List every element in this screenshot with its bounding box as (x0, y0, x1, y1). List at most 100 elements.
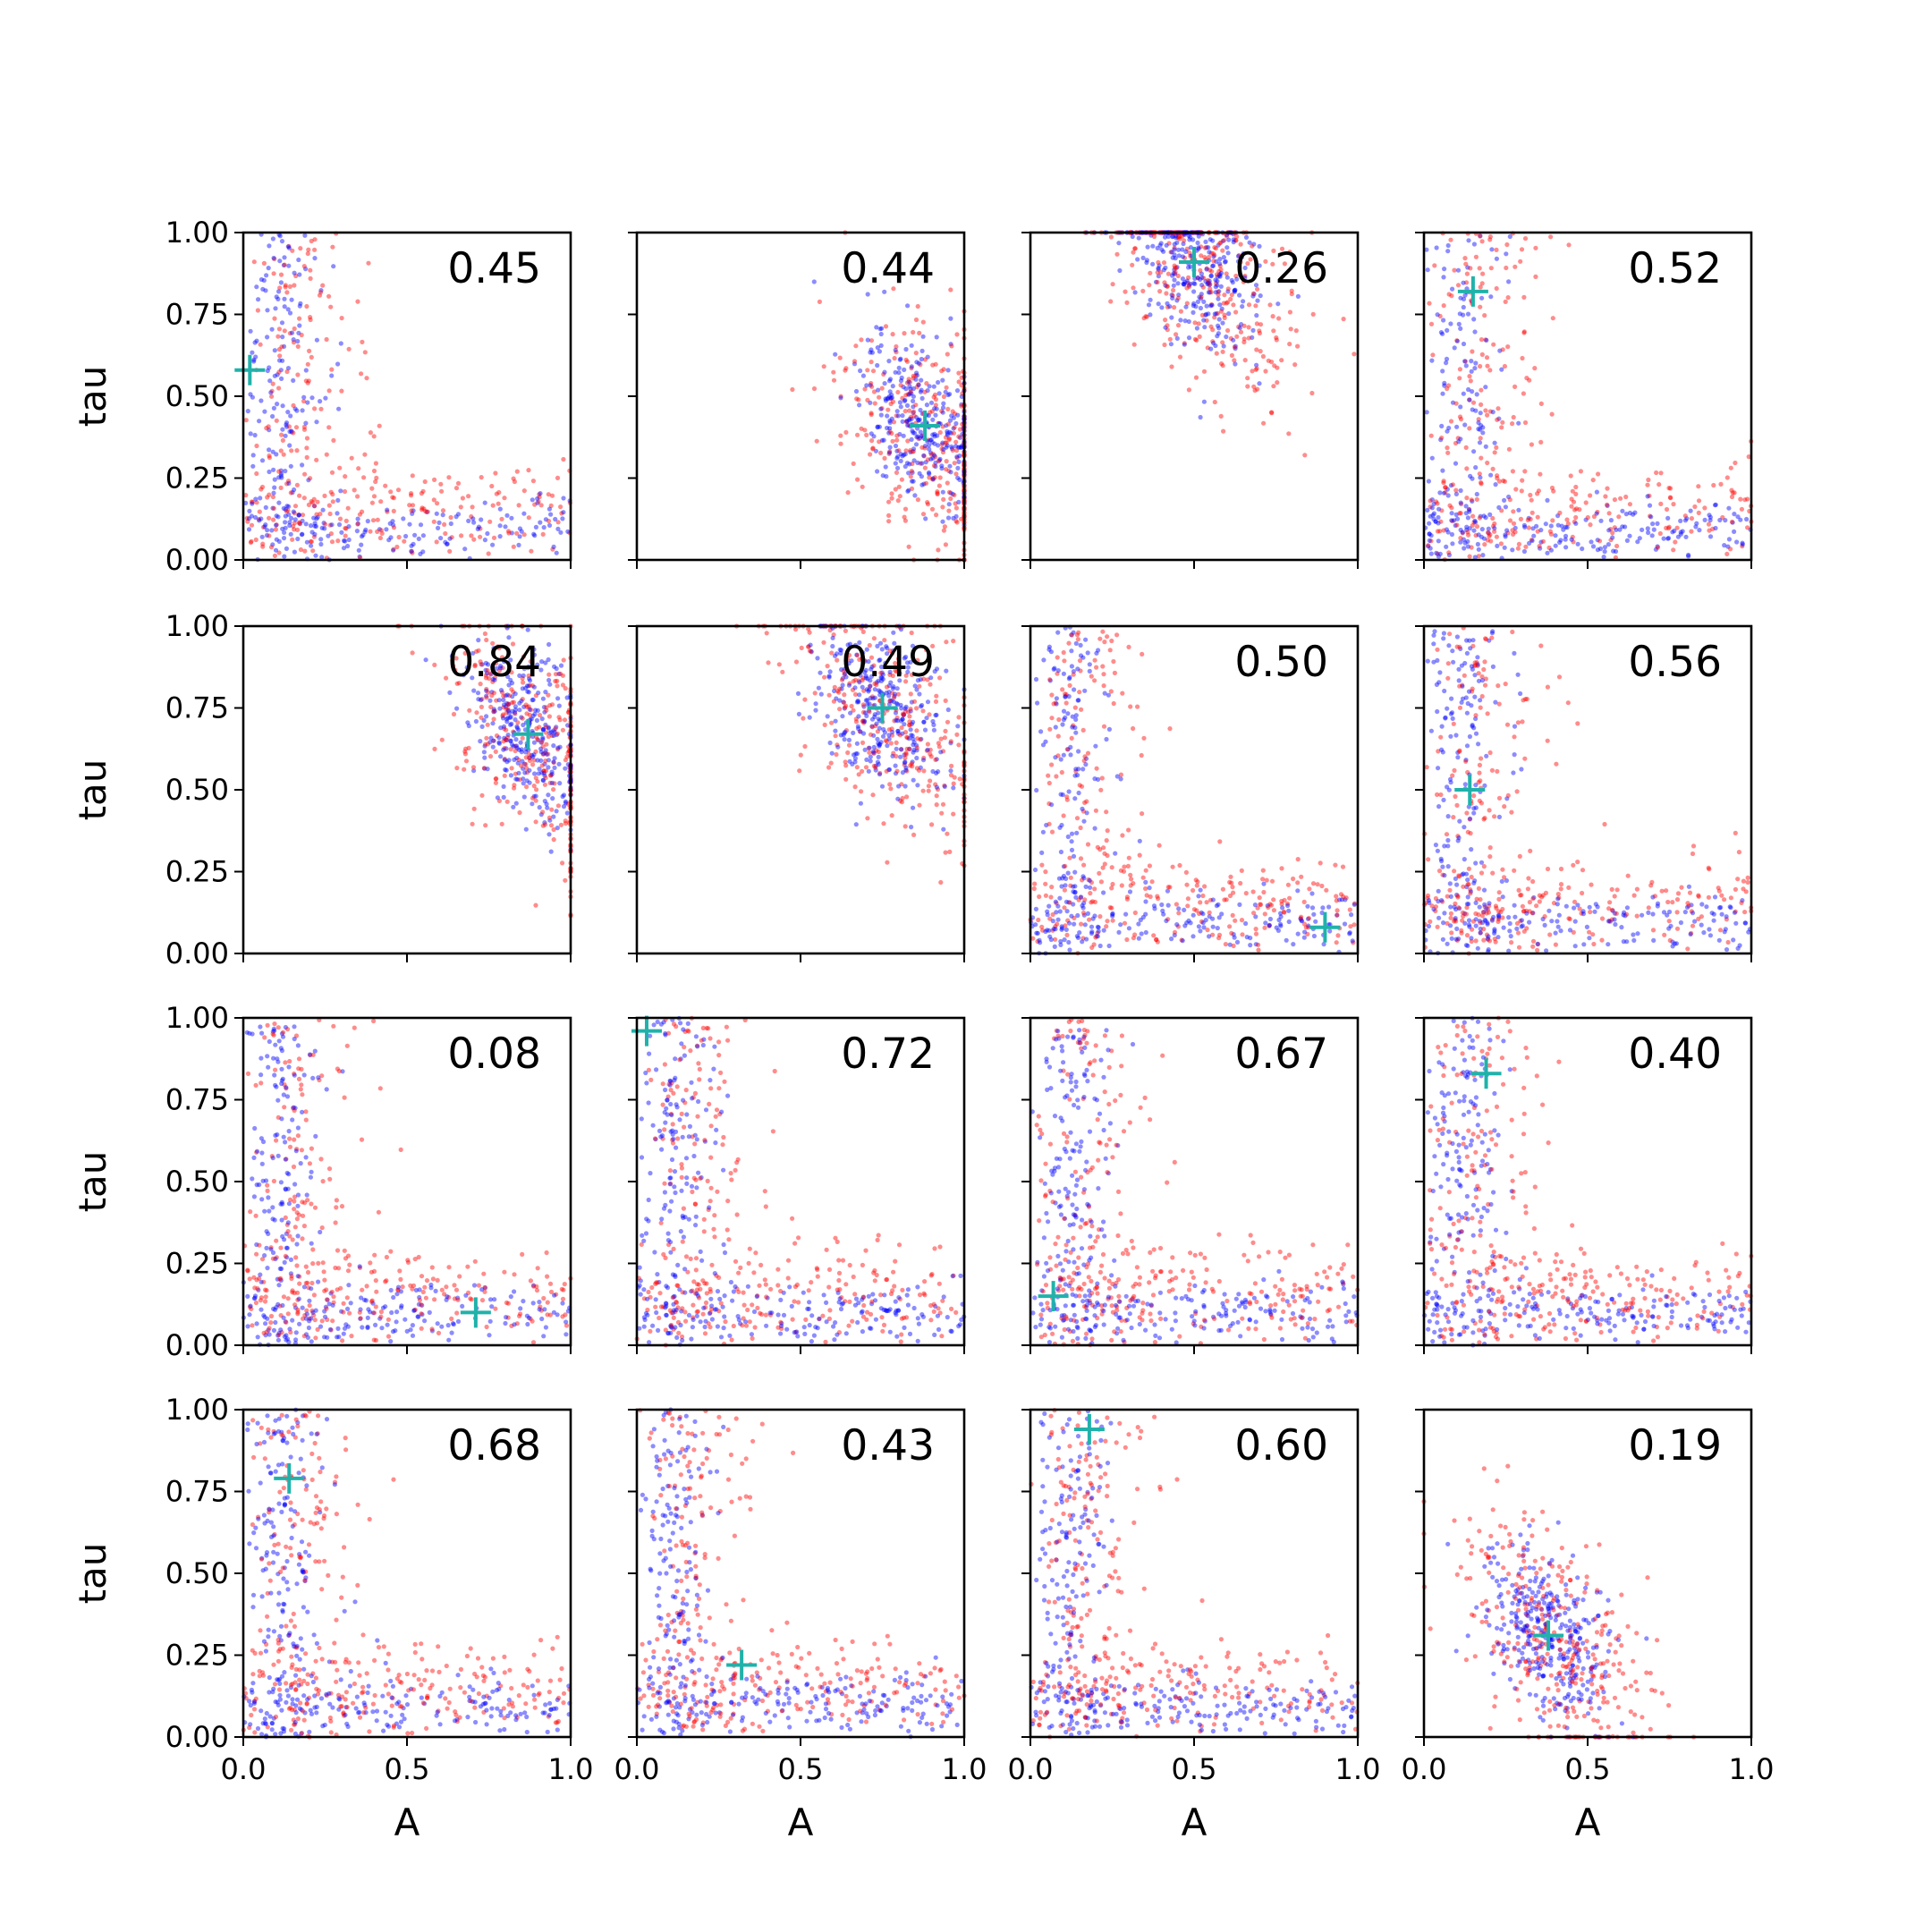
point-red (1074, 632, 1080, 638)
point-blue (518, 740, 523, 745)
point-red (902, 331, 907, 336)
point-blue (1326, 904, 1332, 910)
point-blue (271, 490, 276, 496)
point-blue (833, 718, 838, 724)
point-red (409, 491, 414, 496)
point-blue (1436, 514, 1441, 521)
point-red (1491, 342, 1496, 347)
point-red (1568, 473, 1573, 479)
point-blue (552, 765, 557, 771)
point-red (953, 439, 959, 445)
point-red (284, 509, 289, 514)
point-red (854, 396, 860, 402)
point-red (483, 823, 488, 828)
point-red (549, 807, 555, 812)
point-red (322, 493, 327, 499)
point-blue (1436, 538, 1441, 544)
point-red (1334, 898, 1339, 903)
point-red (261, 260, 267, 266)
point-blue (1474, 491, 1479, 497)
point-blue (1061, 671, 1066, 676)
point-blue (1462, 825, 1467, 830)
point-red (1155, 270, 1160, 275)
point-red (1335, 908, 1340, 913)
point-red (435, 501, 440, 506)
point-blue (1651, 937, 1657, 943)
point-blue (940, 410, 945, 415)
point-blue (1221, 343, 1226, 349)
point-red (1140, 875, 1146, 880)
point-blue (1055, 903, 1061, 909)
point-red (936, 459, 942, 464)
panel-2: 0.44 (628, 230, 967, 569)
point-blue (1178, 318, 1183, 323)
point-blue (280, 335, 285, 340)
point-red (949, 763, 954, 769)
point-blue (1221, 255, 1226, 260)
point-blue (887, 445, 893, 450)
point-red (1507, 518, 1513, 523)
point-blue (1250, 335, 1255, 340)
point-red (282, 262, 287, 267)
point-blue (1471, 317, 1477, 322)
point-red (1093, 808, 1098, 813)
point-blue (296, 513, 302, 518)
point-blue (1261, 881, 1267, 886)
point-blue (891, 630, 896, 635)
point-red (383, 483, 388, 488)
point-blue (1092, 913, 1097, 919)
point-red (292, 511, 297, 516)
point-blue (928, 437, 934, 443)
point-blue (940, 519, 945, 524)
point-red (304, 454, 309, 460)
point-red (913, 351, 919, 356)
point-blue (946, 502, 952, 507)
point-red (1072, 705, 1078, 710)
point-blue (898, 404, 903, 410)
point-blue (1192, 275, 1198, 281)
point-blue (276, 475, 282, 480)
point-red (1347, 907, 1352, 912)
point-red (1208, 286, 1213, 292)
point-red (1506, 446, 1512, 452)
point-red (1671, 547, 1676, 553)
point-red (326, 388, 332, 394)
point-blue (1232, 289, 1237, 294)
point-blue (1499, 878, 1504, 885)
point-red (1511, 414, 1516, 420)
point-blue (313, 553, 318, 558)
panel-4: 0.52 (1415, 231, 1754, 569)
point-red (1148, 270, 1153, 275)
point-red (877, 394, 882, 400)
point-red (1495, 417, 1500, 422)
point-red (1466, 866, 1471, 871)
point-red (1578, 469, 1583, 474)
point-red (254, 443, 259, 449)
point-red (524, 704, 530, 710)
point-red (1214, 281, 1219, 286)
point-blue (517, 700, 522, 706)
point-red (1457, 367, 1462, 372)
point-blue (1555, 896, 1561, 902)
point-blue (1208, 290, 1213, 295)
point-blue (491, 738, 496, 743)
point-blue (1193, 304, 1199, 309)
point-blue (1198, 414, 1203, 420)
point-blue (1454, 424, 1460, 429)
point-red (1487, 750, 1493, 756)
point-blue (896, 365, 902, 370)
point-blue (920, 758, 927, 763)
point-blue (1174, 240, 1180, 245)
point-red (1069, 735, 1074, 741)
point-red (1657, 530, 1663, 537)
point-red (902, 755, 908, 761)
point-red (1114, 632, 1120, 638)
point-red (560, 727, 566, 733)
point-red (860, 768, 865, 775)
point-red (1445, 450, 1451, 455)
point-blue (1445, 837, 1451, 843)
point-red (261, 524, 267, 530)
point-blue (1195, 299, 1200, 304)
point-blue (1598, 518, 1604, 523)
point-red (1211, 258, 1216, 264)
